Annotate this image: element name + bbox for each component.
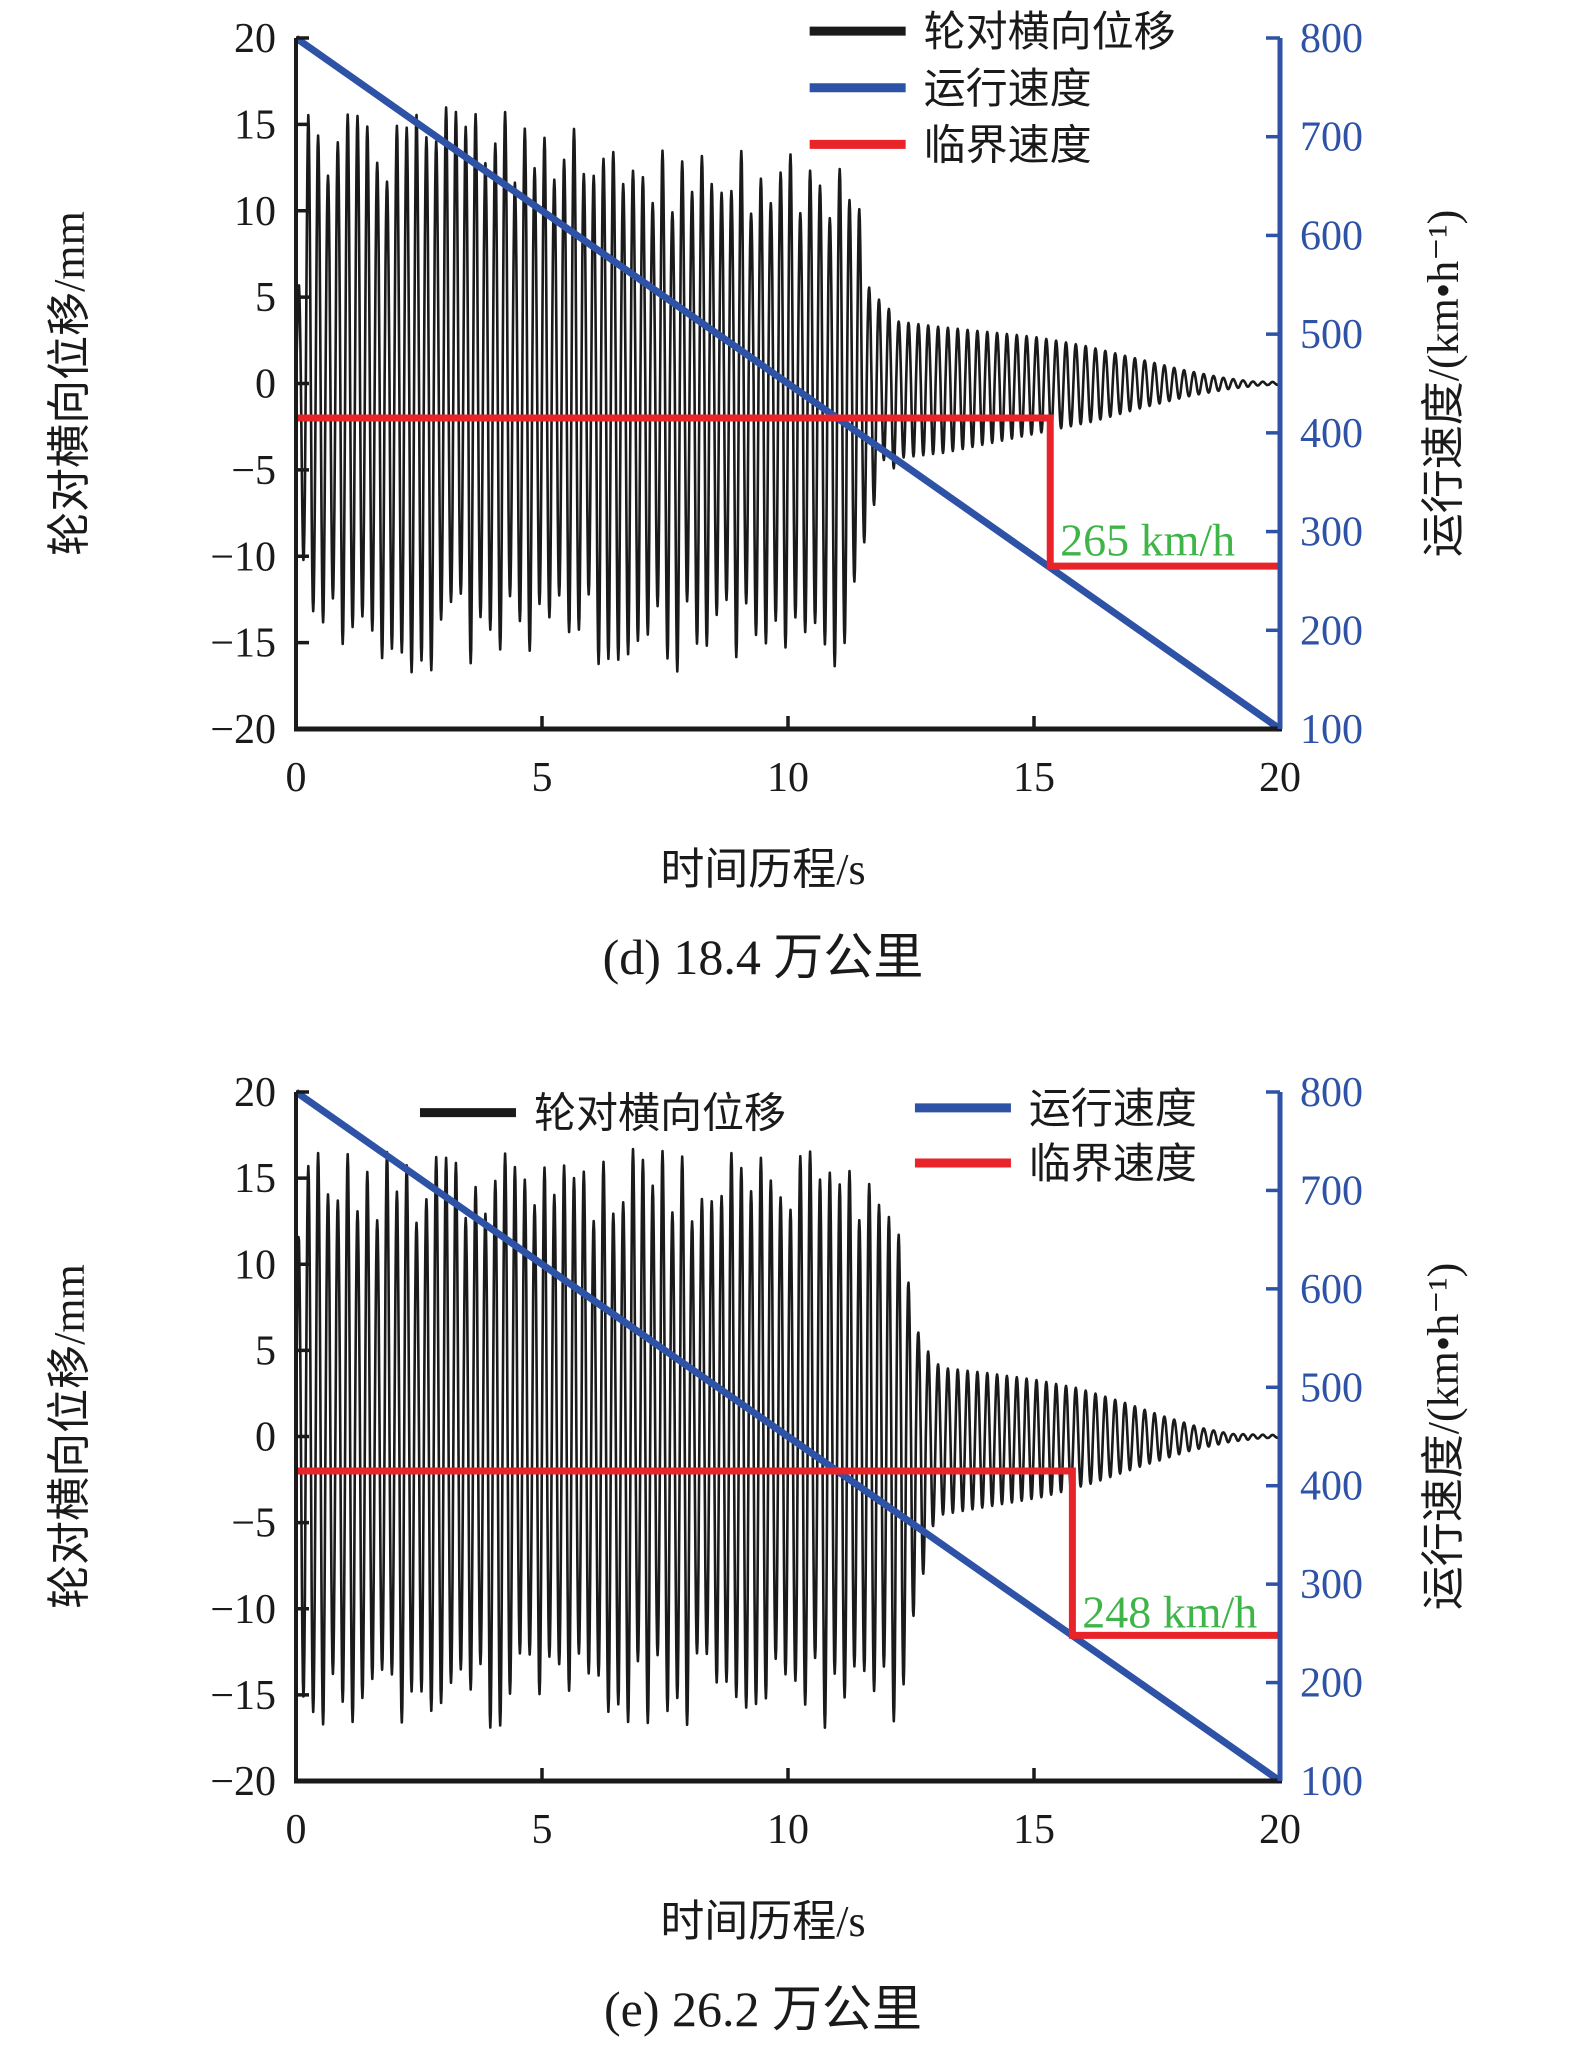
left-axis-tick-label: 0 [255, 362, 276, 408]
left-axis-tick-label: −10 [210, 1587, 276, 1633]
legend-label: 轮对横向位移 [534, 1091, 786, 1138]
critical-speed-series [296, 414, 1280, 570]
right-axis-tick-label: 500 [1300, 1365, 1363, 1411]
left-axis-tick-label: 20 [234, 1070, 276, 1116]
x-axis-tick-label: 15 [1013, 1807, 1055, 1853]
left-axis-title: 轮对横向位移/mm [45, 211, 94, 556]
critical-speed-annotation: 248 km/h [1082, 1586, 1257, 1637]
left-axis-tick-label: 5 [255, 1328, 276, 1374]
right-axis-tick-label: 800 [1300, 16, 1363, 62]
right-axis-title: 运行速度/(km•h⁻¹) [1419, 1263, 1468, 1611]
left-axis-tick-label: 10 [234, 189, 276, 235]
right-axis-tick-label: 200 [1300, 1661, 1363, 1707]
legend-item: 运行速度 [809, 67, 1092, 113]
right-axis-tick-label: 400 [1300, 1464, 1363, 1510]
right-axis-tick-label: 600 [1300, 213, 1363, 259]
subplot-caption: (d) 18.4 万公里 [603, 929, 924, 985]
legend-item: 运行速度 [914, 1087, 1197, 1133]
x-axis-tick-label: 15 [1013, 755, 1055, 801]
x-axis-tick-label: 10 [767, 1807, 809, 1853]
critical-speed-series [296, 1467, 1280, 1639]
right-axis-tick-label: 100 [1300, 1759, 1363, 1805]
left-axis-tick-label: 20 [234, 16, 276, 62]
left-axis-tick-label: −20 [210, 1759, 276, 1805]
x-axis-title: 时间历程/s [660, 845, 865, 894]
right-axis-tick-label: 200 [1300, 608, 1363, 654]
left-axis-tick-label: 5 [255, 275, 276, 321]
left-axis-tick-label: 0 [255, 1415, 276, 1461]
left-axis-tick-label: −15 [210, 1673, 276, 1719]
subplot-caption: (e) 26.2 万公里 [604, 1981, 922, 2037]
legend-label: 运行速度 [1029, 1087, 1197, 1133]
right-axis-tick-label: 300 [1300, 510, 1363, 556]
legend-label: 临界速度 [924, 122, 1092, 169]
left-axis-tick-label: 15 [234, 1156, 276, 1202]
running-speed-series [293, 1089, 1283, 1784]
legend-item: 轮对横向位移 [809, 9, 1176, 56]
x-axis-tick-label: 20 [1259, 1807, 1301, 1853]
x-axis-tick-label: 5 [532, 1807, 553, 1853]
x-axis-tick-label: 5 [532, 755, 553, 801]
right-axis-tick-label: 300 [1300, 1562, 1363, 1608]
legend-item: 临界速度 [914, 1141, 1197, 1188]
critical-speed-annotation: 265 km/h [1060, 514, 1235, 565]
wheelset-lateral-displacement-series [294, 106, 1281, 674]
x-axis-title: 时间历程/s [660, 1897, 865, 1946]
right-axis-tick-label: 600 [1300, 1267, 1363, 1313]
right-axis-tick-label: 100 [1300, 707, 1363, 753]
running-speed-series [293, 35, 1283, 732]
right-axis-tick-label: 800 [1300, 1070, 1363, 1116]
left-axis-tick-label: 10 [234, 1242, 276, 1288]
legend-label: 运行速度 [924, 67, 1092, 113]
x-axis-tick-label: 0 [286, 1807, 307, 1853]
right-axis-tick-label: 700 [1300, 1168, 1363, 1214]
x-axis-tick-label: 20 [1259, 755, 1301, 801]
left-axis-tick-label: −5 [231, 448, 276, 494]
left-axis-tick-label: −5 [231, 1501, 276, 1547]
left-axis-title: 轮对横向位移/mm [45, 1264, 94, 1609]
legend-label: 临界速度 [1029, 1141, 1197, 1188]
right-axis-tick-label: 700 [1300, 115, 1363, 161]
x-axis-tick-label: 0 [286, 755, 307, 801]
left-axis-tick-label: −10 [210, 534, 276, 580]
right-axis-title: 运行速度/(km•h⁻¹) [1419, 210, 1468, 558]
legend-item: 临界速度 [809, 122, 1092, 169]
legend-label: 轮对横向位移 [924, 9, 1176, 56]
right-axis-tick-label: 400 [1300, 411, 1363, 457]
left-axis-tick-label: 15 [234, 102, 276, 148]
left-axis-tick-label: −20 [210, 707, 276, 753]
left-axis-tick-label: −15 [210, 621, 276, 667]
right-axis-tick-label: 500 [1300, 312, 1363, 358]
x-axis-tick-label: 10 [767, 755, 809, 801]
legend-item: 轮对横向位移 [419, 1091, 786, 1138]
